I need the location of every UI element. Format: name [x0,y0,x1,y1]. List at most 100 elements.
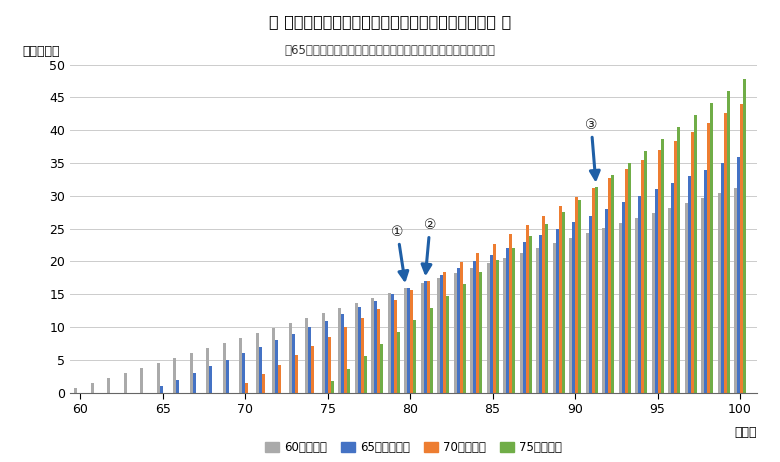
Bar [391,294,394,393]
Bar [272,328,275,393]
Bar [536,248,539,393]
Bar [685,203,688,393]
Bar [668,208,671,393]
Bar [256,333,259,393]
Bar [278,365,281,393]
Bar [259,347,261,393]
Bar [476,253,479,393]
Bar [526,225,529,393]
Bar [222,343,225,393]
Bar [473,261,476,393]
Bar [339,308,341,393]
Bar [308,327,311,393]
Bar [380,344,383,393]
Bar [245,383,248,393]
Bar [360,318,363,393]
Bar [658,151,661,393]
Bar [289,323,292,393]
Bar [371,298,374,393]
Bar [209,366,212,393]
Bar [707,122,710,393]
Bar [324,321,328,393]
Bar [311,346,314,393]
Bar [602,228,605,393]
Bar [704,170,707,393]
Bar [506,249,509,393]
Bar [493,243,495,393]
Bar [206,348,209,393]
Bar [413,320,416,393]
Bar [701,198,704,393]
Bar [292,334,295,393]
Bar [404,288,407,393]
Bar [456,268,459,393]
Bar [572,222,575,393]
Bar [407,288,410,393]
Bar [569,238,572,393]
Bar [693,115,697,393]
Bar [734,188,737,393]
Bar [487,263,490,393]
Bar [459,262,463,393]
Bar [443,272,446,393]
Bar [90,383,94,393]
Text: ③: ③ [585,118,599,179]
Bar [710,103,713,393]
Bar [190,353,193,393]
Bar [74,388,77,393]
Bar [424,281,427,393]
Bar [519,253,523,393]
Text: ①: ① [391,225,408,280]
Bar [275,340,278,393]
Bar [355,303,357,393]
Text: 【 公的年金を繰上げ・繰下げした場合の累計受給額 】: 【 公的年金を繰上げ・繰下げした場合の累計受給額 】 [269,14,511,29]
Bar [107,378,110,393]
Bar [490,255,493,393]
Bar [394,299,396,393]
Bar [509,234,512,393]
Bar [578,200,581,393]
Bar [688,176,690,393]
Bar [591,188,594,393]
Bar [523,242,526,393]
Bar [446,296,449,393]
Legend: 60歳繰上げ, 65歳原則支給, 70歳繰下げ, 75歳繰下げ: 60歳繰上げ, 65歳原則支給, 70歳繰下げ, 75歳繰下げ [261,437,566,459]
Bar [420,283,424,393]
Bar [242,353,245,393]
Bar [635,218,638,393]
Bar [239,338,242,393]
Bar [512,248,515,393]
Bar [575,197,578,393]
Bar [124,373,126,393]
Bar [321,313,324,393]
Bar [341,314,344,393]
Text: （65歳原則支給の受給額を年額１百万円として計算しています）: （65歳原則支給の受給額を年額１百万円として計算しています） [285,44,495,57]
Bar [586,233,589,393]
Bar [619,223,622,393]
Bar [377,309,380,393]
Bar [661,139,664,393]
Bar [726,91,729,393]
Bar [295,355,298,393]
Bar [625,169,628,393]
Bar [562,212,565,393]
Bar [495,260,498,393]
Text: （百万円）: （百万円） [22,45,59,58]
Bar [690,132,693,393]
Bar [363,357,367,393]
Bar [388,293,391,393]
Bar [440,274,443,393]
Bar [225,360,229,393]
Bar [261,374,264,393]
Bar [430,308,433,393]
Bar [638,196,641,393]
Bar [454,273,456,393]
Bar [611,176,614,393]
Bar [622,202,625,393]
Bar [737,157,740,393]
Bar [641,160,644,393]
Bar [545,224,548,393]
Bar [374,301,377,393]
Bar [176,380,179,393]
Bar [503,258,506,393]
